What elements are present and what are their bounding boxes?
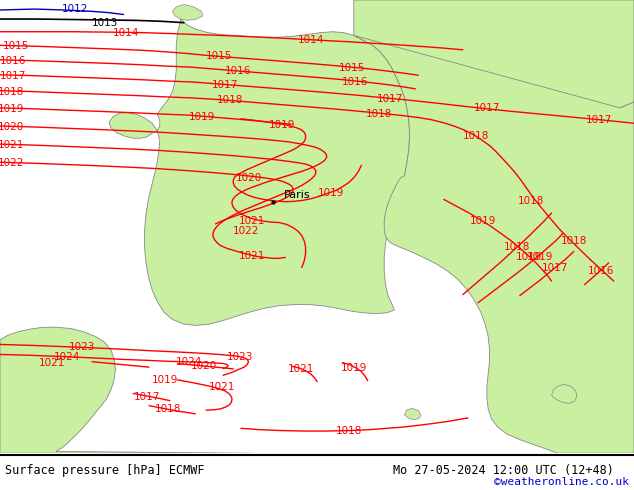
Text: 1021: 1021: [0, 140, 25, 150]
Text: 1017: 1017: [586, 115, 612, 125]
Text: 1017: 1017: [134, 392, 160, 402]
Text: 1018: 1018: [366, 109, 392, 119]
Text: 1019: 1019: [269, 120, 295, 130]
Polygon shape: [109, 19, 410, 325]
Text: 1022: 1022: [233, 226, 259, 236]
Text: 1016: 1016: [342, 76, 368, 87]
Text: 1015: 1015: [205, 51, 232, 61]
Text: 1020: 1020: [191, 361, 217, 371]
Text: 1018: 1018: [503, 242, 530, 251]
Text: 1019: 1019: [188, 112, 215, 122]
Text: 1021: 1021: [287, 364, 314, 374]
Text: 1020: 1020: [0, 122, 25, 132]
Text: 1021: 1021: [239, 216, 266, 226]
Text: 1016: 1016: [0, 56, 26, 66]
Text: 1019: 1019: [152, 375, 178, 385]
Text: 1020: 1020: [235, 173, 262, 183]
Polygon shape: [0, 327, 254, 453]
Text: 1021: 1021: [209, 382, 235, 392]
Text: Paris: Paris: [284, 190, 311, 200]
Polygon shape: [404, 408, 421, 420]
Text: 1016: 1016: [224, 66, 251, 76]
Text: 1022: 1022: [0, 158, 25, 168]
Text: 1021: 1021: [239, 251, 266, 261]
Text: 1023: 1023: [226, 352, 253, 362]
Text: 1017: 1017: [474, 103, 500, 113]
Text: 1023: 1023: [69, 342, 96, 352]
Text: 1019: 1019: [0, 104, 25, 114]
Text: 1024: 1024: [176, 357, 202, 367]
Text: 1019: 1019: [340, 363, 367, 373]
Text: 1017: 1017: [212, 80, 238, 90]
Text: Surface pressure [hPa] ECMWF: Surface pressure [hPa] ECMWF: [5, 465, 205, 477]
Polygon shape: [354, 0, 634, 130]
Text: 1016: 1016: [588, 266, 614, 275]
Text: 1024: 1024: [53, 352, 80, 362]
Text: 1014: 1014: [297, 35, 324, 45]
Text: 1018: 1018: [216, 95, 243, 105]
Text: ©weatheronline.co.uk: ©weatheronline.co.uk: [494, 477, 629, 487]
Text: 1018: 1018: [0, 87, 25, 97]
Text: 1018: 1018: [560, 236, 587, 246]
Text: 1018: 1018: [518, 196, 545, 206]
Text: Mo 27-05-2024 12:00 UTC (12+48): Mo 27-05-2024 12:00 UTC (12+48): [393, 465, 614, 477]
Polygon shape: [552, 384, 577, 403]
Text: 1013: 1013: [91, 18, 118, 27]
Polygon shape: [172, 4, 203, 21]
Text: 1017: 1017: [0, 71, 26, 81]
Text: 1015: 1015: [3, 41, 29, 51]
Text: 1019: 1019: [516, 252, 543, 263]
Text: 1012: 1012: [61, 4, 88, 14]
Text: 1018: 1018: [335, 426, 362, 437]
Text: 1021: 1021: [39, 358, 65, 368]
Polygon shape: [354, 35, 634, 453]
Text: 1017: 1017: [377, 94, 403, 104]
Text: 1019: 1019: [318, 188, 344, 197]
Text: 1018: 1018: [155, 404, 181, 414]
Text: 1018: 1018: [462, 131, 489, 142]
Text: 1017: 1017: [541, 263, 568, 273]
Text: 1015: 1015: [339, 63, 365, 73]
Text: 1019: 1019: [470, 216, 496, 226]
Text: 1019: 1019: [527, 252, 553, 263]
Text: 1014: 1014: [112, 27, 139, 38]
